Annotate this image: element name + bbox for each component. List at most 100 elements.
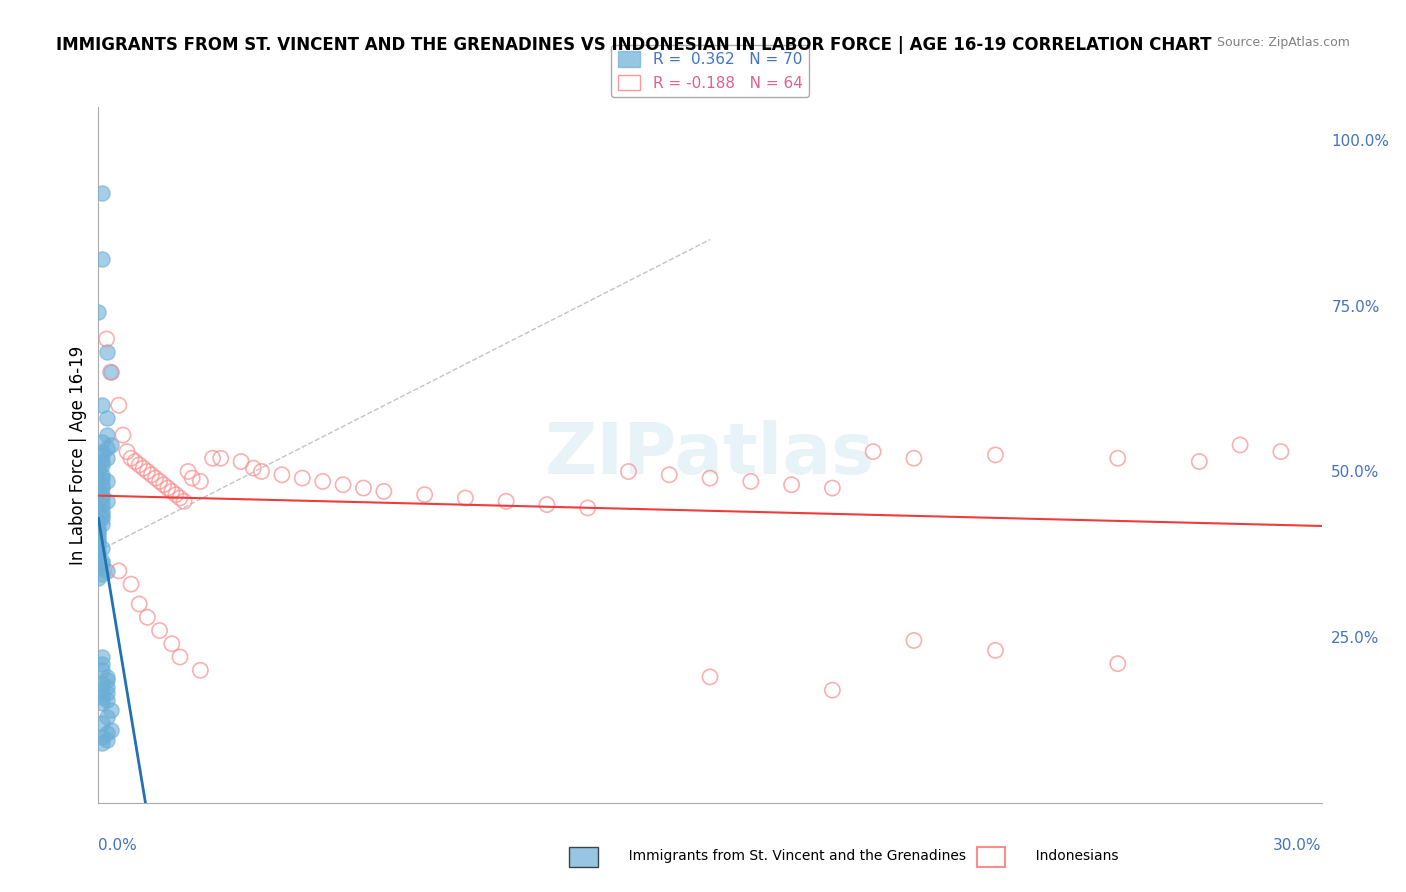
Point [984,448,1007,462]
Point [91,716,114,731]
Point [495,494,517,508]
Point [332,477,354,491]
Point [740,475,762,489]
Point [96,693,118,707]
Point [209,451,232,466]
Point [862,444,884,458]
Point [108,564,131,578]
Point [96,451,118,466]
Point [87,521,110,535]
Point [128,597,150,611]
Point [352,481,374,495]
Point [91,697,114,711]
Point [291,471,314,485]
Point [96,475,118,489]
Point [96,428,118,442]
Point [87,527,110,541]
Point [96,332,118,346]
Point [536,498,558,512]
Point [188,475,212,489]
Point [91,567,114,582]
Point [160,637,183,651]
Point [658,467,681,482]
Point [87,547,110,561]
Point [270,467,294,482]
Point [1188,454,1211,468]
Point [96,564,118,578]
Point [91,186,114,201]
Text: Immigrants from St. Vincent and the Grenadines: Immigrants from St. Vincent and the Gren… [598,849,966,863]
Point [91,491,114,505]
Point [87,534,110,549]
Point [87,484,110,499]
Text: Indonesians: Indonesians [1005,849,1119,863]
Point [91,663,114,677]
Text: IMMIGRANTS FROM ST. VINCENT AND THE GRENADINES VS INDONESIAN IN LABOR FORCE | AG: IMMIGRANTS FROM ST. VINCENT AND THE GREN… [56,36,1212,54]
Point [91,434,114,449]
Y-axis label: In Labor Force | Age 16-19: In Labor Force | Age 16-19 [69,345,87,565]
Point [115,444,138,458]
Point [821,481,844,495]
Point [91,471,114,485]
Point [699,471,721,485]
Point [100,703,122,717]
Point [821,683,844,698]
Point [91,657,114,671]
Point [132,461,155,475]
Point [96,673,118,688]
Point [96,670,118,684]
Point [96,494,118,508]
Point [1107,657,1129,671]
Point [1107,451,1129,466]
Point [173,494,195,508]
Point [91,690,114,704]
Point [91,508,114,522]
Point [96,686,118,700]
Point [91,252,114,267]
Point [136,610,159,624]
Point [91,517,114,532]
Point [156,481,179,495]
Point [100,438,122,452]
Legend: R =  0.362   N = 70, R = -0.188   N = 64: R = 0.362 N = 70, R = -0.188 N = 64 [612,45,808,97]
Point [780,477,803,491]
Point [91,398,114,412]
Point [152,477,174,491]
Point [413,488,436,502]
Point [87,560,110,574]
Point [250,465,273,479]
Point [91,448,114,462]
Point [91,511,114,525]
Point [160,484,183,499]
Point [87,550,110,565]
Point [87,544,110,558]
Point [96,726,118,740]
Point [87,500,110,515]
Point [128,458,150,472]
Point [984,643,1007,657]
Point [149,475,172,489]
Point [91,676,114,690]
Point [188,663,212,677]
Point [124,454,146,468]
Point [91,467,114,482]
Point [120,451,142,466]
Point [91,554,114,568]
Point [141,467,163,482]
Point [96,709,118,723]
Point [91,498,114,512]
Point [120,577,142,591]
Point [91,730,114,744]
Point [87,531,110,545]
Point [149,624,172,638]
Point [91,444,114,458]
Point [96,442,118,456]
Text: 30.0%: 30.0% [1274,838,1322,853]
Point [903,633,925,648]
Point [181,471,204,485]
Point [312,475,335,489]
Point [108,398,131,412]
Point [165,488,187,502]
Text: ZIPatlas: ZIPatlas [546,420,875,490]
Point [91,477,114,491]
